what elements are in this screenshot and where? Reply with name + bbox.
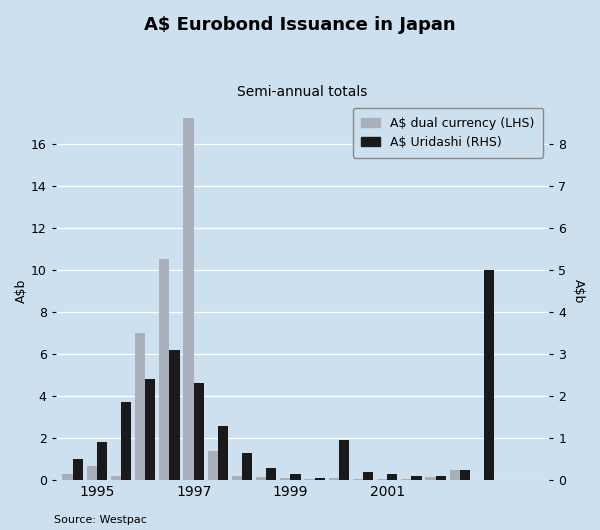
Y-axis label: A$b: A$b [572,279,585,303]
Bar [184,119,194,480]
Bar [484,270,494,480]
Title: Semi-annual totals: Semi-annual totals [238,85,368,99]
Bar [194,384,204,480]
Bar [145,379,155,480]
Bar [314,478,325,480]
Bar [387,474,397,480]
Y-axis label: A$b: A$b [15,279,28,303]
Text: A$ Eurobond Issuance in Japan: A$ Eurobond Issuance in Japan [144,16,456,34]
Bar [242,453,252,480]
Bar [111,476,121,480]
Bar [329,478,339,480]
Bar [232,476,242,480]
Bar [62,474,73,480]
Bar [363,472,373,480]
Bar [121,402,131,480]
Bar [135,333,145,480]
Bar [266,467,277,480]
Bar [339,440,349,480]
Bar [169,350,179,480]
Bar [460,470,470,480]
Bar [450,470,460,480]
Bar [280,478,290,480]
Bar [304,479,314,480]
Legend: A$ dual currency (LHS), A$ Uridashi (RHS): A$ dual currency (LHS), A$ Uridashi (RHS… [353,108,543,157]
Bar [412,476,422,480]
Bar [401,479,412,480]
Bar [97,443,107,480]
Bar [73,459,83,480]
Bar [425,477,436,480]
Bar [290,474,301,480]
Bar [208,451,218,480]
Bar [218,426,228,480]
Bar [86,465,97,480]
Bar [377,479,387,480]
Bar [353,479,363,480]
Bar [436,476,446,480]
Bar [256,477,266,480]
Text: Source: Westpac: Source: Westpac [54,515,147,525]
Bar [159,259,169,480]
